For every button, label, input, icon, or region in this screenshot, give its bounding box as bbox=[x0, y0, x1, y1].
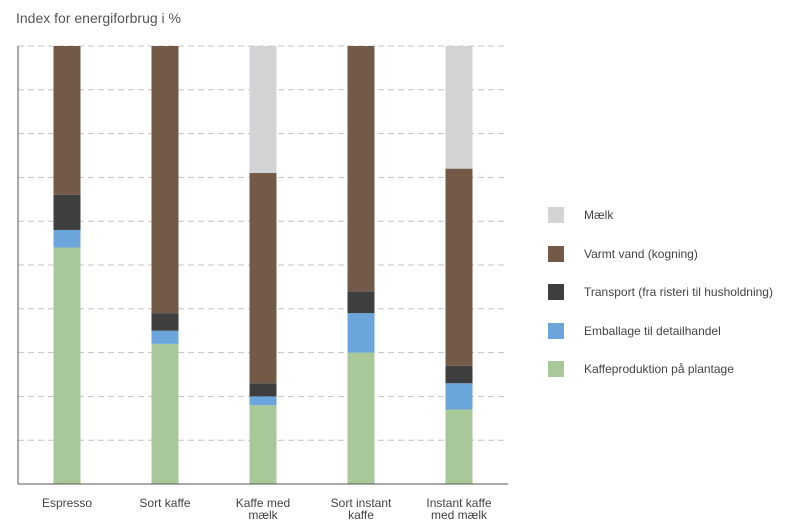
bar-segment bbox=[53, 229, 81, 248]
legend-item: Mælk bbox=[548, 205, 773, 244]
x-tick-label: Sort instant kaffe bbox=[331, 496, 392, 522]
legend-label: Varmt vand (kogning) bbox=[584, 246, 698, 261]
legend-item: Varmt vand (kogning) bbox=[548, 244, 773, 283]
bar-segment bbox=[445, 46, 473, 169]
bar-segment bbox=[445, 168, 473, 366]
x-tick-label: Sort kaffe bbox=[139, 496, 190, 510]
bar-segment bbox=[347, 46, 375, 292]
bar-segment bbox=[53, 194, 81, 230]
legend-swatch bbox=[548, 207, 564, 223]
x-tick-label: Espresso bbox=[42, 496, 92, 510]
x-tick-label: Kaffe med mælk bbox=[236, 496, 290, 522]
bars bbox=[53, 46, 473, 484]
bar-segment bbox=[249, 173, 277, 384]
legend-label: Emballage til detailhandel bbox=[584, 323, 721, 338]
legend-label: Mælk bbox=[584, 208, 614, 222]
chart-title: Index for energiforbrug i % bbox=[16, 10, 181, 26]
axes bbox=[17, 46, 508, 485]
legend-swatch bbox=[548, 284, 564, 300]
bar-segment bbox=[445, 365, 473, 384]
legend-item: Kaffeproduktion på plantage bbox=[548, 359, 773, 398]
legend-swatch bbox=[548, 245, 564, 262]
legend: Mælk Varmt vand (kogning) Transport (fra r… bbox=[548, 205, 773, 398]
bar-segment bbox=[151, 46, 179, 314]
x-tick-labels: Espresso Sort kaffe Kaffe med mælk Sort inst… bbox=[42, 496, 492, 522]
bar-segment bbox=[347, 352, 375, 484]
x-tick-label: Instant kaffe med mælk bbox=[426, 496, 491, 522]
bar-segment bbox=[53, 46, 81, 195]
bar-segment bbox=[249, 46, 277, 174]
bar-segment bbox=[151, 330, 179, 344]
legend-label: Kaffeproduktion på plantage bbox=[584, 362, 734, 376]
bar-segment bbox=[53, 247, 81, 484]
legend-item: Emballage til detailhandel bbox=[548, 321, 773, 360]
bar-segment bbox=[249, 405, 277, 484]
bar-segment bbox=[445, 383, 473, 410]
legend-item: Transport (fra risteri til husholdning) bbox=[548, 282, 773, 321]
bar-segment bbox=[151, 343, 179, 484]
bar-segment bbox=[347, 291, 375, 314]
bar-segment bbox=[249, 383, 277, 397]
bar-segment bbox=[249, 396, 277, 406]
bar-segment bbox=[151, 313, 179, 331]
bar-segment bbox=[445, 409, 473, 484]
legend-label: Transport (fra risteri til husholdning) bbox=[584, 285, 773, 299]
bar-segment bbox=[347, 313, 375, 353]
legend-swatch bbox=[548, 361, 564, 377]
legend-swatch bbox=[548, 322, 564, 339]
